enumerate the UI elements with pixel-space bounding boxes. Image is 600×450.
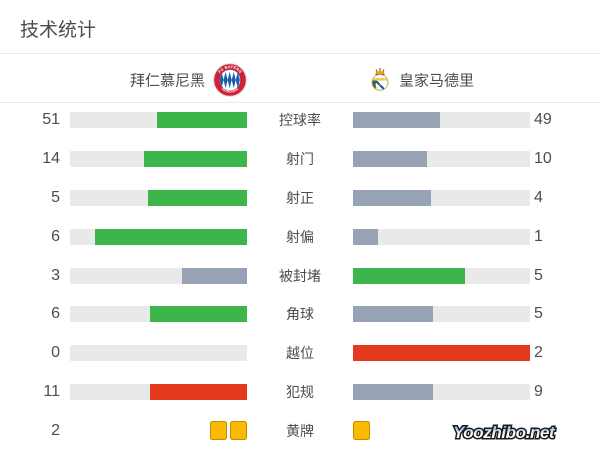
svg-text:Yoozhibo.net: Yoozhibo.net	[453, 423, 556, 442]
